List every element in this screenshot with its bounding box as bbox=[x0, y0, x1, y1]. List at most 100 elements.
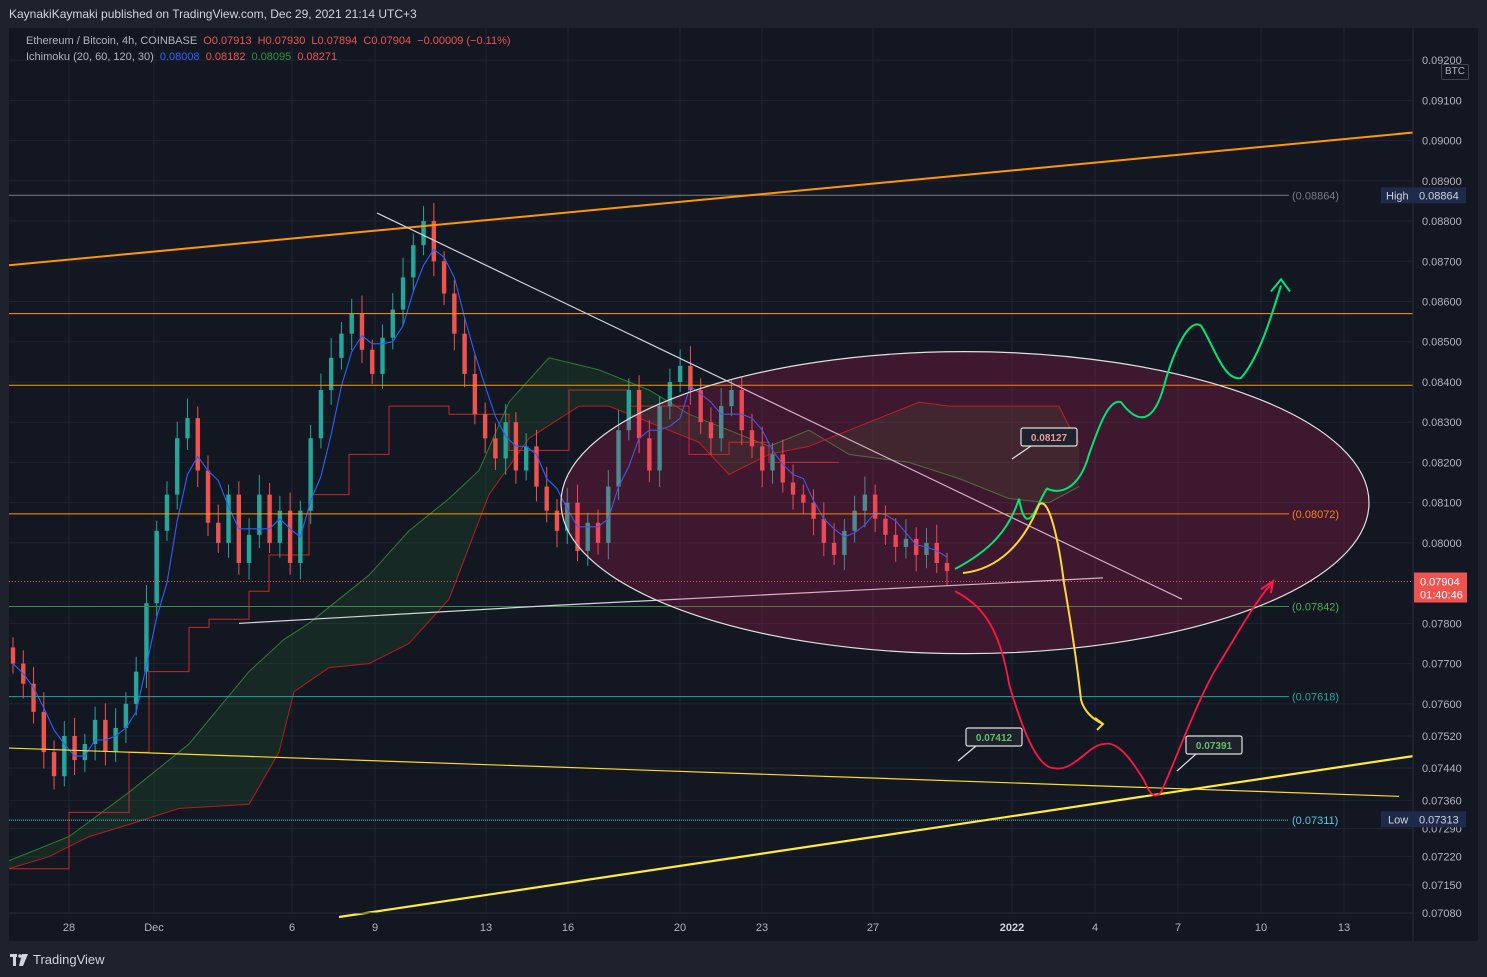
candle-body bbox=[390, 309, 395, 338]
ichimoku-span-b-value: 0.08271 bbox=[297, 51, 338, 63]
indicator-name: Ichimoku (20, 60, 120, 30) bbox=[26, 51, 154, 63]
candle-body bbox=[462, 333, 467, 374]
projection-green bbox=[954, 285, 1282, 570]
candle-body bbox=[718, 406, 724, 439]
callout-lower-right-label: 0.07391 bbox=[1196, 741, 1233, 752]
level-label-2: (0.07842) bbox=[1292, 601, 1339, 613]
low-tag-label: Low bbox=[1388, 814, 1408, 826]
candle-body bbox=[698, 390, 703, 423]
ichimoku-span-a-value: 0.08095 bbox=[251, 51, 292, 63]
candle-body bbox=[472, 373, 478, 415]
trendline-descending bbox=[376, 212, 1183, 600]
projection-yellow-arrowhead bbox=[1094, 717, 1105, 731]
candle-body bbox=[760, 446, 765, 471]
publish-header: KaynakiKaymaki published on TradingView.… bbox=[0, 0, 1487, 28]
candle-body bbox=[934, 542, 939, 564]
candle-body bbox=[493, 438, 498, 459]
time-tick-6: 20 bbox=[674, 922, 686, 934]
callout-lower-left-pointer bbox=[957, 745, 977, 762]
publish-text: KaynakiKaymaki published on TradingView.… bbox=[9, 7, 417, 21]
price-tick-17: 0.07440 bbox=[1422, 763, 1462, 775]
candle-body bbox=[144, 603, 149, 672]
price-tick-13: 0.07800 bbox=[1422, 618, 1462, 630]
candle-body bbox=[523, 446, 529, 471]
callout-lower-right: 0.07391 bbox=[1176, 735, 1243, 772]
candle-body bbox=[431, 221, 437, 262]
candle-body bbox=[154, 530, 159, 604]
level-label-4: (0.07311) bbox=[1292, 815, 1338, 827]
price-chart[interactable]: (0.08864) (0.08072) (0.07842) (0.07618) (0.0… bbox=[9, 28, 1478, 941]
time-tick-2: 6 bbox=[289, 922, 295, 934]
candle-body bbox=[103, 719, 108, 753]
last-price-bg bbox=[1414, 572, 1467, 603]
candle-body bbox=[349, 313, 354, 334]
price-tick-7: 0.08500 bbox=[1422, 337, 1462, 349]
price-tick-8: 0.08400 bbox=[1422, 377, 1462, 389]
high-value-bg bbox=[1414, 187, 1466, 204]
time-tick-0: 28 bbox=[63, 922, 75, 934]
ichimoku-tenkan-value: 0.08008 bbox=[159, 51, 200, 63]
ohlc-change: −0.00009 (−0.11%) bbox=[417, 35, 511, 47]
price-tick-12: 0.08000 bbox=[1422, 538, 1462, 550]
candle-body bbox=[359, 313, 365, 350]
price-tick-2: 0.09000 bbox=[1422, 136, 1462, 148]
candle-body bbox=[318, 390, 324, 439]
candle-body bbox=[903, 538, 909, 547]
ohlc-low: L0.07894 bbox=[311, 35, 358, 47]
price-tick-14: 0.07700 bbox=[1422, 659, 1462, 671]
candle-body bbox=[339, 333, 344, 358]
candle-body bbox=[585, 522, 590, 551]
candle-body bbox=[92, 719, 98, 745]
candle-body bbox=[400, 277, 406, 310]
candle-body bbox=[606, 486, 611, 543]
candle-body bbox=[72, 735, 77, 761]
time-tick-7: 23 bbox=[756, 922, 768, 934]
tradingview-brand: TradingView bbox=[33, 952, 105, 967]
candle-body bbox=[780, 454, 785, 483]
candle-body bbox=[51, 752, 57, 777]
callout-upper: 0.08127 bbox=[1011, 427, 1078, 460]
candle-body bbox=[287, 510, 293, 564]
high-value: 0.08864 bbox=[1419, 190, 1459, 202]
candle-body bbox=[441, 261, 447, 294]
tradingview-logo[interactable]: TradingView bbox=[10, 952, 105, 967]
price-tick-16: 0.07520 bbox=[1422, 731, 1462, 743]
price-tick-15: 0.07600 bbox=[1422, 699, 1462, 711]
candle-body bbox=[113, 727, 118, 753]
candle-body bbox=[308, 438, 313, 511]
time-tick-5: 16 bbox=[562, 922, 574, 934]
price-tick-10: 0.08200 bbox=[1422, 457, 1462, 469]
price-tick-1: 0.09100 bbox=[1422, 95, 1462, 107]
candle-body bbox=[729, 390, 734, 407]
ichimoku-cloud bbox=[9, 357, 1079, 869]
ichimoku-kijun-value: 0.08182 bbox=[205, 51, 246, 63]
candle-body bbox=[944, 563, 950, 572]
candle-body bbox=[616, 430, 621, 487]
candle-body bbox=[554, 510, 560, 531]
candle-body bbox=[708, 422, 714, 439]
candle-body bbox=[657, 406, 662, 471]
callout-lower-left-box bbox=[965, 727, 1023, 747]
last-price-value: 0.07904 bbox=[1420, 577, 1460, 589]
callout-lower-left-label: 0.07412 bbox=[976, 733, 1013, 744]
time-tick-13: 13 bbox=[1338, 922, 1350, 934]
projection-red-arrowhead bbox=[1260, 578, 1275, 594]
low-value: 0.07313 bbox=[1419, 814, 1459, 826]
low-value-bg bbox=[1414, 811, 1466, 828]
candle-body bbox=[842, 530, 847, 555]
candle-body bbox=[82, 744, 88, 761]
callout-upper-pointer bbox=[1011, 445, 1032, 460]
candle-body bbox=[216, 522, 221, 543]
projection-yellow bbox=[962, 502, 1104, 725]
projection-red bbox=[954, 582, 1273, 797]
chart-panel[interactable]: (0.08864) (0.08072) (0.07842) (0.07618) (0.0… bbox=[9, 28, 1478, 941]
time-tick-12: 10 bbox=[1255, 922, 1267, 934]
level-label-1: (0.08072) bbox=[1292, 509, 1339, 521]
currency-badge[interactable]: BTC bbox=[1441, 64, 1469, 80]
candle-body bbox=[924, 542, 929, 555]
candle-body bbox=[626, 390, 632, 431]
candle-body bbox=[565, 502, 570, 531]
candle-body bbox=[534, 446, 539, 487]
candle-body bbox=[123, 703, 129, 728]
price-tick-3: 0.08900 bbox=[1422, 176, 1462, 188]
